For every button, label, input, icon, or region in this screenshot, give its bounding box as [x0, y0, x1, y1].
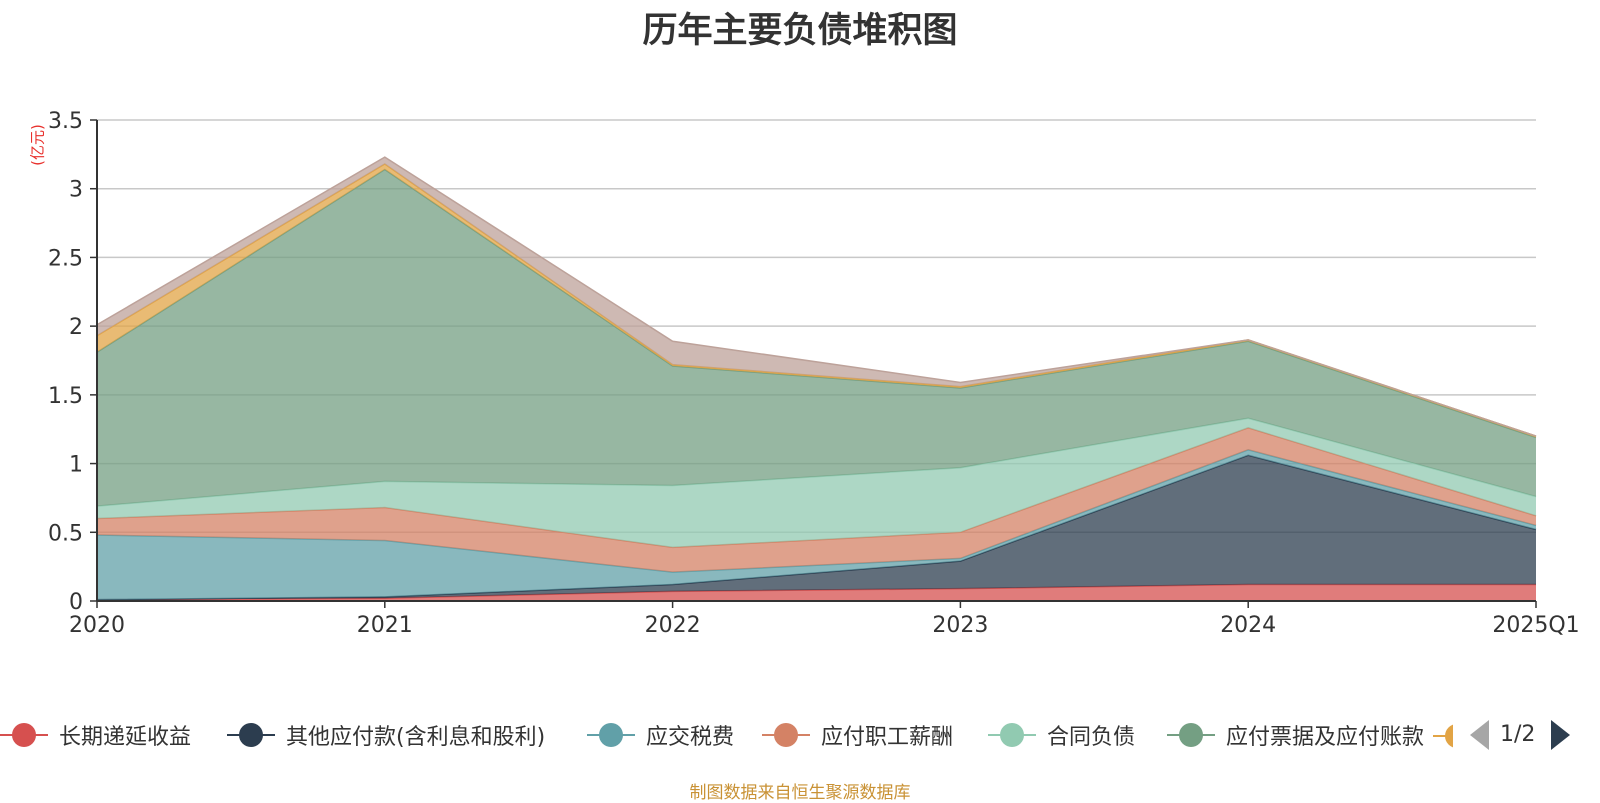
legend-label: 合同负债 — [1047, 725, 1136, 750]
legend-marker-icon — [1167, 718, 1215, 752]
legend-label: 应付职工薪酬 — [821, 725, 954, 750]
data-source-note: 制图数据来自恒生聚源数据库 — [689, 783, 911, 803]
area-series-3 — [97, 427, 1536, 573]
y-tick-label: 3 — [69, 178, 83, 203]
legend-item[interactable]: 长期递延收益 — [0, 718, 191, 752]
legend-item[interactable]: 合同负债 — [988, 718, 1135, 752]
y-tick-label: 3.5 — [48, 109, 83, 134]
area-series-4 — [97, 418, 1536, 548]
chart-title: 历年主要负债堆积图 — [642, 11, 958, 51]
legend-marker-icon — [587, 718, 635, 752]
x-tick-label: 2025Q1 — [1492, 613, 1579, 638]
legend-item[interactable]: 应付票据及应付账款 — [1167, 718, 1424, 752]
legend-marker-icon — [762, 718, 810, 752]
x-tick-label: 2023 — [932, 613, 988, 638]
y-tick-label: 0.5 — [48, 521, 83, 546]
legend-label: 长期递延收益 — [59, 725, 192, 750]
area-series-2 — [97, 449, 1536, 600]
area-series-5 — [97, 169, 1536, 507]
y-tick-label: 2 — [69, 315, 83, 340]
legend-item[interactable]: 其他应付款(含利息和股利) — [227, 718, 545, 752]
line-series-7 — [96, 156, 1537, 437]
legend-label: 应付票据及应付账款 — [1226, 725, 1425, 750]
area-series-1 — [97, 455, 1536, 600]
y-tick-label: 0 — [69, 590, 83, 615]
y-tick-label: 1.5 — [48, 384, 83, 409]
legend-marker-icon — [988, 718, 1036, 752]
legend-marker-icon — [227, 718, 275, 752]
y-tick-label: 1 — [69, 453, 83, 478]
x-tick-label: 2022 — [645, 613, 701, 638]
legend-page-indicator: 1/2 — [1500, 722, 1536, 747]
legend-label: 应交税费 — [646, 725, 735, 750]
x-tick-label: 2024 — [1220, 613, 1276, 638]
legend-prev-page-icon[interactable] — [1470, 720, 1489, 750]
x-tick-label: 2020 — [69, 613, 125, 638]
legend-item-partial-marker[interactable] — [1433, 719, 1453, 753]
legend-label: 其他应付款(含利息和股利) — [286, 725, 546, 750]
legend-pager: 1/2 — [1462, 718, 1600, 752]
legend-item[interactable]: 应付职工薪酬 — [762, 718, 953, 752]
legend-item[interactable]: 应交税费 — [587, 718, 734, 752]
legend-next-page-icon[interactable] — [1551, 720, 1570, 750]
y-tick-label: 2.5 — [48, 246, 83, 271]
legend-marker-icon — [0, 718, 48, 752]
stacked-area-chart: 0 0.5 1 1.5 2 2.5 3 3.5 2020 2021 2022 2023 2024 2025… — [48, 109, 1580, 638]
chart-legend: 长期递延收益 其他应付款(含利息和股利) 应交税费 应付职工薪酬 合同负债 应付票据及应付… — [0, 718, 1600, 752]
x-tick-label: 2021 — [357, 613, 413, 638]
